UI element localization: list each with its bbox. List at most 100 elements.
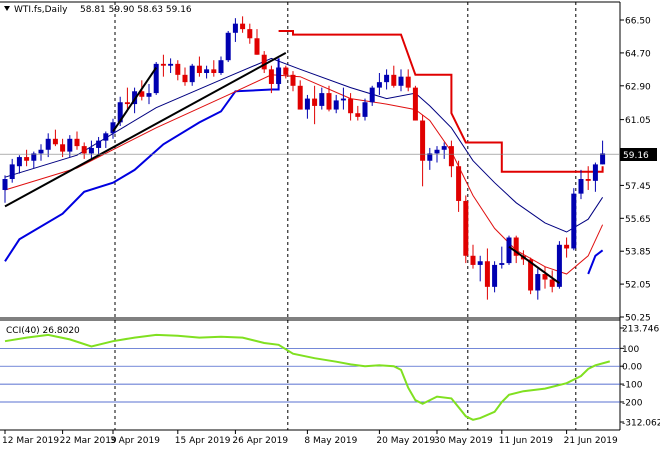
candle-body [60, 144, 66, 152]
cci-tick-label: -100 [622, 381, 643, 391]
cci-tick-label: -312.062 [622, 419, 660, 429]
time-tick-label: 15 Apr 2019 [175, 436, 231, 446]
time-tick-label: 3 Apr 2019 [110, 436, 160, 446]
candle-body [391, 74, 397, 86]
candle-body [556, 244, 562, 287]
candle-body [103, 133, 109, 141]
ohlc-label: 58.81 59.90 58.63 59.16 [80, 5, 192, 15]
candle-body [160, 63, 166, 66]
candle-body [268, 69, 274, 84]
time-tick-label: 12 Mar 2019 [2, 436, 59, 446]
time-tick-label: 30 May 2019 [434, 436, 493, 446]
candle-body [376, 82, 382, 88]
cci-tick-label: 100 [622, 345, 639, 355]
candle-body [477, 261, 483, 265]
candle-body [333, 100, 339, 110]
candle-body [276, 67, 282, 84]
time-tick-label: 22 Mar 2019 [60, 436, 117, 446]
candle-body [182, 74, 188, 83]
candle-body [492, 264, 498, 287]
candle-body [261, 54, 267, 70]
price-tick-label: 62.90 [625, 82, 651, 92]
price-tick-label: 55.65 [625, 215, 651, 225]
candle-body [139, 91, 145, 97]
candle-body [225, 32, 231, 61]
candle-body [499, 263, 505, 265]
collapse-triangle-icon[interactable] [4, 6, 10, 11]
candle-body [542, 274, 548, 280]
cci-levels [0, 347, 620, 403]
candle-body [31, 153, 37, 161]
candle-body [297, 85, 303, 110]
candle-body [484, 261, 490, 287]
candle-body [549, 279, 555, 287]
candle-body [74, 138, 80, 147]
candle-body [528, 259, 534, 291]
candle-body [240, 23, 246, 30]
candle-body [506, 237, 512, 264]
candle-body [9, 164, 15, 180]
candle-body [196, 65, 202, 74]
candle-body [52, 138, 58, 145]
candle-body [168, 63, 174, 66]
resistance-polyline [278, 30, 604, 173]
trendline [508, 245, 560, 284]
candle-body [124, 102, 130, 105]
candle-body [585, 179, 591, 181]
candle-body [448, 146, 454, 167]
candle-body [600, 153, 606, 165]
candle-body [38, 149, 44, 154]
candle-body [290, 74, 296, 86]
candle-body [117, 102, 123, 123]
candle-body [88, 147, 94, 154]
price-tick-label: 66.50 [625, 17, 651, 27]
price-tick-label: 50.25 [625, 314, 651, 324]
candle-body [564, 244, 570, 249]
support-tail-polyline [587, 249, 604, 275]
candle-body [211, 69, 217, 74]
candle-body [175, 63, 181, 75]
candle-body [340, 98, 346, 101]
time-tick-label: 11 Jun 2019 [499, 436, 553, 446]
candle-body [189, 65, 195, 83]
candle-body [153, 63, 159, 94]
candle-body [384, 74, 390, 83]
candle-body [45, 138, 51, 150]
price-tick-label: 52.05 [625, 281, 651, 291]
vertical-gridlines [114, 2, 577, 430]
price-axis: 66.5064.7062.9061.0559.2557.4555.6553.85… [620, 17, 651, 324]
candle-body [398, 76, 404, 86]
cci-tick-label: 213.746 [622, 325, 659, 335]
candle-body [218, 60, 224, 74]
candle-body [67, 138, 73, 152]
candle-body [283, 67, 289, 75]
candle-body [146, 93, 152, 97]
candle-body [434, 149, 440, 154]
cci-polyline [4, 333, 611, 421]
candle-body [81, 146, 87, 154]
candle-body [405, 76, 411, 88]
time-tick-label: 20 May 2019 [376, 436, 435, 446]
resistance-line [278, 30, 604, 173]
current-price-box [620, 148, 657, 161]
candle-body [304, 98, 310, 110]
price-panel: WTI.fs,Daily 58.81 59.90 58.63 59.16 [0, 1, 621, 431]
candle-body [204, 69, 210, 74]
price-tick-label: 53.85 [625, 248, 651, 258]
candle-body [319, 93, 325, 106]
candle-body [427, 153, 433, 161]
candle-body [2, 179, 8, 190]
candle-body [326, 93, 332, 110]
chart-header: WTI.fs,Daily 58.81 59.90 58.63 59.16 [4, 5, 192, 15]
cci-line [4, 333, 611, 421]
cci-panel: CCI(40) 26.8020 213.746 100 0.00 -100 -200 -3… [0, 325, 660, 429]
candle-body [24, 157, 30, 161]
current-price-tag: 59.16 [620, 148, 657, 161]
cci-tick-label: -200 [622, 398, 643, 408]
price-tick-label: 61.05 [625, 116, 651, 126]
candle-body [535, 274, 541, 291]
ma-fast-line [4, 57, 604, 233]
candle-body [592, 164, 598, 181]
